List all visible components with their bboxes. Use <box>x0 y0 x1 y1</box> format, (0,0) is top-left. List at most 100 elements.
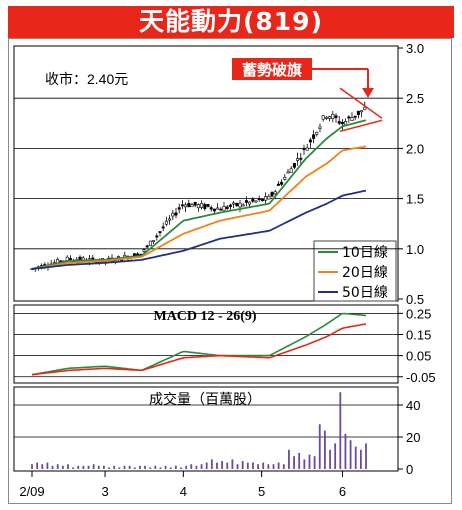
volume-bar <box>293 456 295 469</box>
candle-body <box>270 192 274 197</box>
volume-panel <box>13 386 399 472</box>
candle-body <box>308 139 312 143</box>
volume-bar <box>31 464 33 469</box>
macd-title: MACD 12 - 26(9) <box>153 309 256 324</box>
annotation-box <box>232 58 312 80</box>
candle-body <box>353 115 357 118</box>
candle-body <box>241 204 245 207</box>
price-tick-label: 2.5 <box>406 91 424 106</box>
candle-body <box>363 106 367 110</box>
candle-body <box>200 203 204 208</box>
candle-body <box>148 240 152 246</box>
macd-tick-label: 0.15 <box>406 327 431 342</box>
volume-bar <box>359 449 362 469</box>
candle-body <box>187 203 191 207</box>
volume-bar <box>252 462 254 469</box>
volume-bar <box>200 464 203 469</box>
candle-body <box>305 147 309 151</box>
candle-body <box>222 206 226 211</box>
volume-bar <box>277 462 280 469</box>
volume-bar <box>123 465 126 469</box>
candle-body <box>180 204 184 207</box>
volume-bar <box>180 467 182 469</box>
volume-bar <box>308 454 311 469</box>
flag-upper-line <box>339 87 383 119</box>
candle-body <box>292 163 296 168</box>
candle-body <box>216 207 220 210</box>
volume-bar <box>61 465 64 469</box>
macd-line-MACD <box>31 312 367 376</box>
candle-body <box>196 204 200 209</box>
candle-body <box>203 204 207 209</box>
volume-bar <box>92 464 95 469</box>
volume-bar <box>323 430 326 469</box>
volume-bar <box>103 465 105 469</box>
candle-body <box>116 256 120 258</box>
volume-bar <box>257 464 259 469</box>
candle-body <box>161 226 165 229</box>
candle-body <box>315 132 319 135</box>
volume-bar <box>113 465 116 469</box>
candle-body <box>283 177 287 180</box>
candle-body <box>206 204 210 207</box>
candle-body <box>232 202 236 205</box>
volume-bar <box>41 464 44 469</box>
candle-body <box>123 254 127 258</box>
volume-bar <box>226 462 229 469</box>
volume-bar <box>272 464 275 469</box>
volume-bar <box>154 465 157 469</box>
volume-bar <box>159 467 162 469</box>
candle-body <box>235 202 239 207</box>
volume-bar <box>190 464 193 469</box>
candle-body <box>225 206 229 209</box>
candle-body <box>337 121 341 124</box>
candle-body <box>171 212 175 217</box>
volume-bar <box>216 462 218 469</box>
volume-bar <box>246 462 249 469</box>
candle-body <box>238 202 242 208</box>
candle-body <box>177 207 181 210</box>
volume-bar <box>144 465 146 469</box>
chart-title: 天能動力(819) <box>138 7 324 36</box>
candle-body <box>219 208 223 211</box>
volume-bar <box>77 465 80 469</box>
volume-bar <box>51 465 54 469</box>
volume-bar <box>195 465 198 469</box>
price-tick-label: 2.0 <box>406 141 424 156</box>
volume-bar <box>236 464 239 469</box>
volume-bar <box>354 446 357 469</box>
volume-bar <box>72 467 75 469</box>
x-tick-label: 2/09 <box>19 484 44 499</box>
volume-bar <box>313 456 316 469</box>
candle-body <box>340 121 344 125</box>
candle-body <box>321 115 325 120</box>
annotation-label: 蓄勢破旗 <box>242 61 302 79</box>
price-panel <box>13 45 399 302</box>
volume-bar <box>318 424 321 469</box>
x-tick-label: 3 <box>101 484 108 499</box>
volume-bar <box>267 464 270 469</box>
chart-frame <box>8 38 452 504</box>
volume-bar <box>349 440 352 469</box>
candle-body <box>244 200 248 203</box>
title-bar: 天能動力(819) <box>8 6 454 38</box>
candle-body <box>142 249 146 252</box>
candle-body <box>254 200 258 203</box>
candle-body <box>264 196 268 201</box>
candle-body <box>145 245 149 248</box>
candle-body <box>289 168 293 173</box>
volume-title: 成交量（百萬股） <box>149 391 261 408</box>
volume-bar <box>298 453 301 469</box>
volume-bar <box>82 465 85 469</box>
candle-body <box>347 116 351 119</box>
volume-bar <box>288 449 290 469</box>
volume-bar <box>329 449 331 469</box>
volume-bar <box>344 433 347 469</box>
candle-body <box>296 158 300 161</box>
volume-bar <box>174 465 177 469</box>
legend-ma20-label: 20日線 <box>342 265 388 281</box>
candle-body <box>155 235 159 238</box>
macd-tick-label: 0.25 <box>406 306 431 321</box>
volume-bar <box>365 443 367 469</box>
